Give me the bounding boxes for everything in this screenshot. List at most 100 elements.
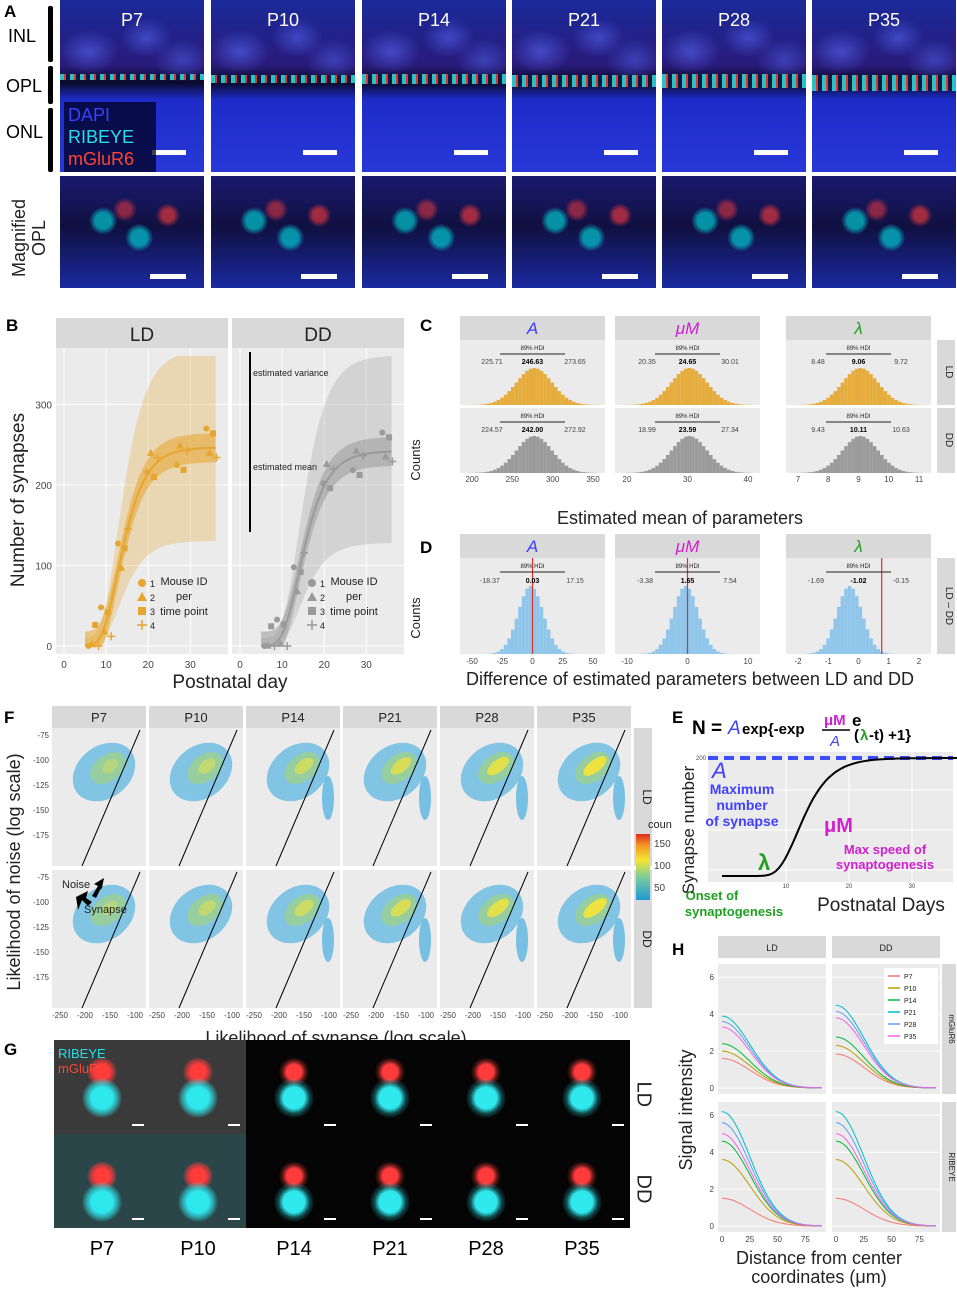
histogram-bar <box>734 403 738 405</box>
b-ytick: 300 <box>35 400 52 411</box>
histogram-bar <box>819 469 823 473</box>
f-xtick: -250 <box>537 1011 554 1020</box>
h-strip-bg <box>718 936 826 958</box>
timepoint-label-p14: P14 <box>417 10 451 30</box>
f-xtick: -100 <box>515 1011 532 1020</box>
histogram-bar <box>890 397 895 405</box>
f-ytick: -175 <box>33 831 50 840</box>
micrograph-top-p35: P35 <box>812 0 956 172</box>
g-legend: RIBEYE mGluR6 <box>58 1046 106 1076</box>
f-xtick: -150 <box>587 1011 604 1020</box>
c-xtick: 350 <box>586 475 600 484</box>
data-point <box>356 471 363 478</box>
c-hdi-mid: 9.06 <box>852 359 866 366</box>
histogram-bar <box>676 374 681 405</box>
histogram-bar <box>901 402 906 405</box>
d-xtick: -25 <box>496 657 508 666</box>
histogram-bar <box>662 391 666 405</box>
histogram-bar <box>550 382 554 405</box>
c-xlabel: Estimated mean of parameters <box>557 508 803 528</box>
histogram-bar <box>683 436 688 473</box>
g-timepoint-p21: P21 <box>372 1238 408 1260</box>
legend-symbol <box>307 592 317 601</box>
histogram-bar <box>503 644 508 654</box>
e-lam-desc-2: synaptogenesis <box>685 904 783 919</box>
histogram-bar <box>503 462 508 473</box>
histogram-bar <box>726 469 731 473</box>
c-row-label: LD <box>943 366 954 379</box>
histogram-bar <box>662 638 666 654</box>
g-scale-bar <box>516 1218 528 1220</box>
c-hdi-mid: 23.59 <box>679 427 697 434</box>
data-point <box>322 460 331 468</box>
d-xtick: -1 <box>825 657 833 666</box>
c-col-title: λ <box>853 319 862 338</box>
d-hdi-mid: -1.02 <box>851 578 867 585</box>
mean-curve <box>85 446 216 647</box>
f-xtick: -150 <box>199 1011 216 1020</box>
histogram-bar <box>829 629 834 654</box>
legend-symbol <box>138 579 146 587</box>
d-xtick: -10 <box>621 657 633 666</box>
f-xtick: -200 <box>174 1011 191 1020</box>
histogram-bar <box>564 465 569 473</box>
c-hdi-high: 10.63 <box>892 427 910 434</box>
scale-bar <box>604 150 638 155</box>
histogram-bar <box>493 469 497 473</box>
d-col-title: λ <box>853 537 862 556</box>
d-xtick: 10 <box>744 657 753 666</box>
histogram-bar <box>854 436 859 473</box>
g-image-dd-p21 <box>342 1134 438 1228</box>
f-decision-line <box>372 871 432 1009</box>
histogram-bar <box>676 442 681 473</box>
e-eq-lambda: λ <box>860 727 869 744</box>
d-hdi-label: 89% HDI <box>675 564 699 570</box>
f-ytick: -150 <box>33 948 50 957</box>
histogram-bar <box>854 368 859 405</box>
histogram-bar <box>709 454 713 473</box>
d-xtick: 1 <box>887 657 892 666</box>
channel-legend: DAPI RIBEYE mGluR6 <box>64 102 156 172</box>
histogram-bar <box>701 378 706 405</box>
b-xtick: 30 <box>361 660 373 671</box>
f-density-core <box>487 756 509 776</box>
e-lam-desc-1: Onset of <box>686 888 739 903</box>
e-xtick-20: 20 <box>846 884 853 890</box>
histogram-bar <box>869 638 873 654</box>
histogram-bar <box>579 403 583 405</box>
histogram-bar <box>543 442 547 473</box>
histogram-bar <box>694 606 699 654</box>
histogram-bar <box>883 391 888 405</box>
micrograph-top-p14: P14 <box>362 0 506 172</box>
panel-h-chart: LD 0 2 4 6 0 2 4 6 0 25 50 75 DD 0 25 50 75 mGluR6 RIBEYE P7… <box>676 936 956 1287</box>
e-eq-e: e <box>852 711 861 730</box>
histogram-bar <box>719 465 724 473</box>
histogram-bar <box>532 436 537 473</box>
c-hdi-label: 89% HDI <box>846 414 870 420</box>
histogram-bar <box>669 618 674 654</box>
legend-dapi: DAPI <box>68 105 111 125</box>
f-synapse-label: Synapse <box>84 904 127 916</box>
g-scale-bar <box>228 1218 240 1220</box>
histogram-bar <box>539 438 544 473</box>
h-xtick: 25 <box>859 1235 868 1244</box>
g-image-ld-p10 <box>150 1040 246 1134</box>
g-ribeye-spot <box>562 1182 602 1222</box>
f-decision-line <box>275 871 335 1009</box>
f-density-mid <box>187 751 223 785</box>
c-strip-bg <box>786 316 931 340</box>
histogram-bar <box>561 462 565 473</box>
histogram-bar <box>822 467 827 473</box>
g-timepoint-p10: P10 <box>180 1238 216 1260</box>
histogram-bar <box>536 596 540 654</box>
g-timepoint-p14: P14 <box>276 1238 312 1260</box>
data-point <box>283 642 292 650</box>
f-ylabel: Likelihood of noise (log scale) <box>4 753 24 990</box>
histogram-bar <box>701 629 706 654</box>
histogram-bar <box>894 467 898 473</box>
data-point <box>176 441 185 449</box>
c-strip-bg <box>460 316 605 340</box>
c-hdi-label: 89% HDI <box>846 346 870 352</box>
histogram-bar <box>723 467 727 473</box>
f-ytick: -100 <box>33 898 50 907</box>
